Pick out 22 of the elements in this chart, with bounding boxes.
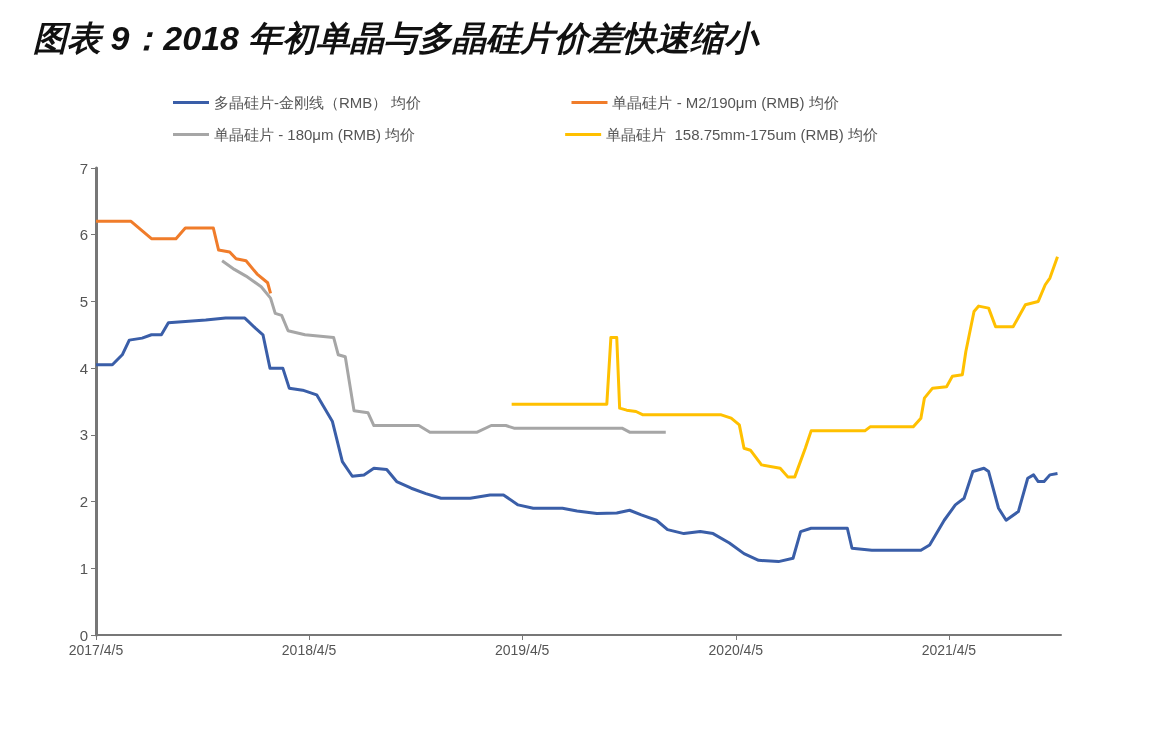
x-tick-label: 2020/4/5 bbox=[708, 642, 764, 658]
legend-label: 单晶硅片 158.75mm-175um (RMB) 均价 bbox=[606, 126, 878, 143]
line-series bbox=[510, 255, 1059, 479]
y-tick-label: 6 bbox=[79, 226, 88, 244]
line-series bbox=[94, 316, 1059, 564]
chart-title: 图表 9：2018 年初单晶与多晶硅片价差快速缩小 bbox=[33, 19, 761, 57]
y-tick-label: 1 bbox=[79, 559, 88, 577]
legend-label: 单晶硅片 - M2/190μm (RMB) 均价 bbox=[612, 94, 839, 111]
legend-label: 单晶硅片 - 180μm (RMB) 均价 bbox=[214, 126, 416, 143]
x-tick-label: 2017/4/5 bbox=[68, 642, 124, 658]
y-tick-label: 4 bbox=[79, 359, 88, 377]
y-tick-label: 2 bbox=[79, 493, 88, 511]
x-tick-label: 2019/4/5 bbox=[494, 642, 550, 658]
legend-label: 多晶硅片-金刚线（RMB） 均价 bbox=[214, 94, 422, 111]
line-series bbox=[94, 219, 273, 295]
y-tick-label: 7 bbox=[79, 159, 88, 177]
y-tick-label: 3 bbox=[79, 426, 88, 444]
y-tick-label: 0 bbox=[79, 626, 88, 644]
x-tick-label: 2021/4/5 bbox=[921, 642, 977, 658]
x-tick-label: 2018/4/5 bbox=[281, 642, 337, 658]
line-series bbox=[220, 259, 668, 434]
y-tick-label: 5 bbox=[79, 292, 88, 310]
